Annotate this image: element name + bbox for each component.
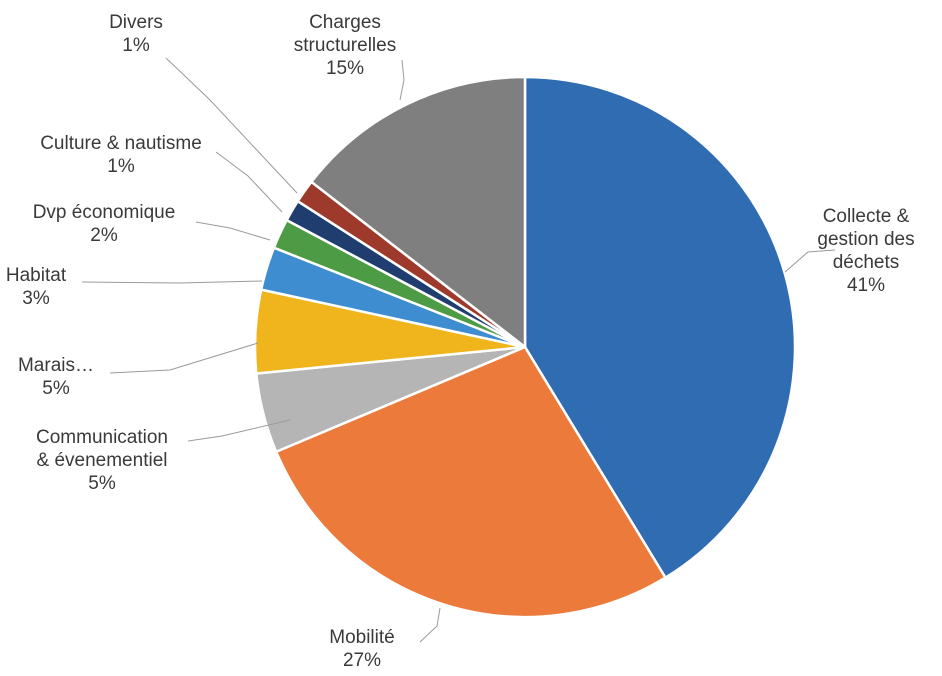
slice-percent-6: 1%	[107, 156, 135, 177]
leader-line-7	[165, 57, 298, 194]
slice-percent-0: 41%	[847, 275, 885, 296]
slice-label-6: Culture & nautisme 1%	[40, 133, 202, 177]
slice-name-line: Collecte &	[823, 206, 910, 227]
slice-name-line: Charges	[309, 12, 381, 33]
pie-slices	[253, 75, 797, 619]
leader-line-2	[187, 419, 291, 442]
leader-lines	[81, 57, 836, 643]
pie-slice-8	[310, 75, 527, 349]
slice-percent-5: 2%	[90, 225, 118, 246]
leader-line-8	[399, 59, 405, 101]
slice-name-line: Mobilité	[329, 627, 394, 648]
slice-label-0: Collecte & gestion des déchets 41%	[817, 206, 914, 296]
slice-percent-1: 27%	[343, 650, 381, 671]
slice-percent-2: 5%	[88, 473, 116, 494]
slice-percent-4: 3%	[22, 288, 50, 309]
slice-name-line: Habitat	[6, 265, 67, 286]
leader-line-3	[109, 342, 259, 374]
slice-label-4: Habitat 3%	[6, 265, 67, 309]
slice-label-2: Communication & évenementiel 5%	[36, 427, 168, 494]
leader-line-6	[215, 151, 283, 213]
slice-name-line: structurelles	[294, 35, 396, 56]
slice-name-line: gestion des	[817, 229, 914, 250]
slice-name-line: Marais…	[18, 355, 94, 376]
slice-percent-7: 1%	[122, 35, 150, 56]
pie-slice-0	[523, 75, 797, 579]
slice-label-7: Divers 1%	[109, 12, 163, 56]
slice-name-line: Culture & nautisme	[40, 133, 202, 154]
leader-line-0	[784, 249, 836, 273]
slice-name-line: & évenementiel	[37, 450, 168, 471]
slice-name-line: Communication	[36, 427, 168, 448]
leader-line-5	[195, 221, 271, 241]
slice-name-line: Dvp économique	[33, 202, 176, 223]
slice-percent-3: 5%	[42, 378, 70, 399]
slice-label-3: Marais… 5%	[18, 355, 94, 399]
slice-name-line: Divers	[109, 12, 163, 33]
slice-label-5: Dvp économique 2%	[33, 202, 176, 246]
pie-slice-1	[274, 345, 667, 619]
slice-labels: Collecte & gestion des déchets 41%Mobilité 2…	[6, 12, 915, 671]
slice-label-1: Mobilité 27%	[329, 627, 394, 671]
slice-percent-8: 15%	[326, 58, 364, 79]
leader-line-1	[419, 607, 441, 643]
slice-name-line: déchets	[833, 252, 900, 273]
leader-line-4	[81, 280, 263, 284]
slice-label-8: Charges structurelles 15%	[294, 12, 396, 79]
